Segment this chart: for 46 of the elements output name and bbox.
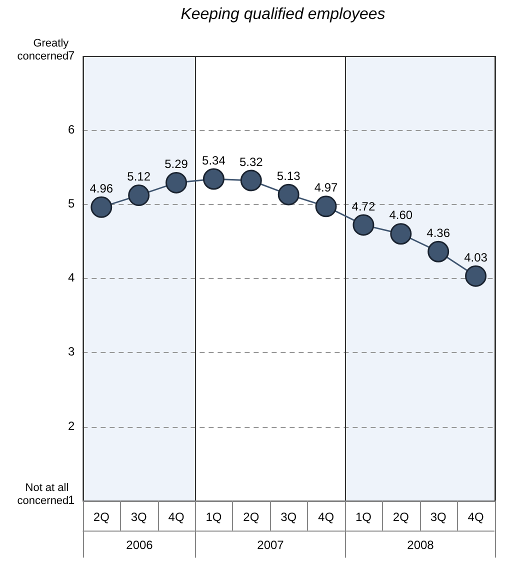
x-tick-label: 3Q xyxy=(280,510,297,524)
data-label: 4.60 xyxy=(389,208,413,222)
x-tick-label: 1Q xyxy=(206,510,222,524)
point xyxy=(128,184,150,206)
y-tick-label: 2 xyxy=(68,418,75,433)
text: Greatly concerned xyxy=(17,38,70,63)
data-label: 4.72 xyxy=(352,199,376,214)
data-label: 5.34 xyxy=(202,153,226,168)
x-tick-label: 2Q xyxy=(243,510,260,524)
point xyxy=(90,196,112,218)
x-tick-label: 3Q xyxy=(430,510,446,524)
x-tick-label: 3Q xyxy=(130,510,147,524)
point xyxy=(352,214,374,236)
point xyxy=(428,240,450,262)
point xyxy=(166,172,188,194)
x-tick-label: 2Q xyxy=(392,510,409,524)
text: Not at all concerned xyxy=(17,482,69,508)
x-tick-label: 4Q xyxy=(168,510,184,524)
x-tick-label: 1Q xyxy=(355,510,372,524)
y-tick-label: 1 xyxy=(68,492,75,507)
data-label: 5.13 xyxy=(276,168,301,183)
x-tick-label: 4Q xyxy=(468,510,484,524)
x-tick-label: 4Q xyxy=(318,510,334,524)
y-tick-label: 5 xyxy=(68,196,75,211)
data-label: 4.03 xyxy=(464,250,488,264)
x-tick-label: 2Q xyxy=(93,510,110,524)
y-tick-label: 6 xyxy=(68,122,75,136)
point xyxy=(240,170,262,192)
y-tick-label: 7 xyxy=(68,48,75,62)
text: 2006 xyxy=(126,538,154,552)
y-tick-label: 4 xyxy=(68,270,75,285)
data-label: 4.97 xyxy=(314,180,338,195)
point xyxy=(465,265,487,287)
text: 2007 xyxy=(257,538,284,552)
point xyxy=(278,184,300,206)
point xyxy=(315,196,337,218)
data-label: 5.29 xyxy=(164,157,188,172)
chart-title: Keeping qualified employees xyxy=(180,6,386,25)
y-tick-label: 3 xyxy=(68,344,75,359)
point xyxy=(202,168,224,190)
data-label: 4.36 xyxy=(426,226,450,240)
data-label: 4.96 xyxy=(90,181,114,196)
data-label: 5.12 xyxy=(127,170,151,184)
text: 2008 xyxy=(407,538,434,552)
point xyxy=(390,223,412,245)
data-label: 5.32 xyxy=(239,154,264,169)
